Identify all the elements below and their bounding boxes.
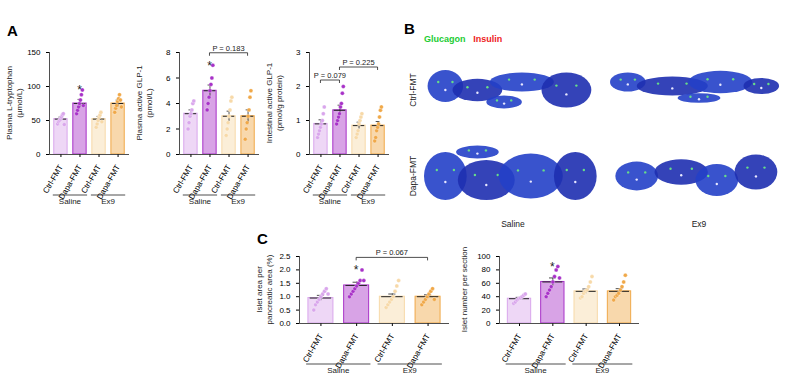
svg-text:Saline: Saline <box>59 197 82 206</box>
html-text:B: B <box>404 20 415 37</box>
svg-text:1.5: 1.5 <box>279 279 291 288</box>
svg-text:Dapa-FMT: Dapa-FMT <box>355 163 382 201</box>
svg-text:P = 0.079: P = 0.079 <box>314 71 346 80</box>
svg-text:50: 50 <box>32 116 41 125</box>
svg-text:8: 8 <box>166 48 171 57</box>
svg-text:Dapa-FMT: Dapa-FMT <box>317 163 344 201</box>
svg-text:Ex9: Ex9 <box>692 219 707 229</box>
svg-text:Ctrl-FMT: Ctrl-FMT <box>500 332 524 364</box>
svg-text:0: 0 <box>166 150 171 159</box>
svg-text:Dapa-FMT: Dapa-FMT <box>405 332 432 370</box>
svg-text:Dapa-FMT: Dapa-FMT <box>225 163 252 201</box>
svg-text:Ctrl-FMT: Ctrl-FMT <box>408 73 418 107</box>
svg-text:150: 150 <box>27 48 41 57</box>
svg-text:Islet number per section: Islet number per section <box>460 247 469 332</box>
svg-text:6: 6 <box>166 74 171 83</box>
svg-text:Islet area perpancreatic area: Islet area perpancreatic area (%) <box>255 254 274 324</box>
svg-text:2: 2 <box>166 125 171 134</box>
svg-text:Saline: Saline <box>327 366 350 375</box>
svg-text:Ctrl-FMT: Ctrl-FMT <box>301 332 325 364</box>
svg-text:Plasma active GLP-1(pmol/L): Plasma active GLP-1(pmol/L) <box>135 65 154 141</box>
svg-text:Dapa-FMT: Dapa-FMT <box>57 163 84 201</box>
svg-text:Ctrl-FMT: Ctrl-FMT <box>41 163 65 196</box>
svg-text:Ctrl-FMT: Ctrl-FMT <box>79 163 103 196</box>
svg-text:1: 1 <box>296 116 301 125</box>
svg-text:Saline: Saline <box>501 219 525 229</box>
svg-text:Dapa-FMT: Dapa-FMT <box>333 332 361 370</box>
svg-text:2: 2 <box>296 82 301 91</box>
svg-text:0.0: 0.0 <box>279 319 291 328</box>
svg-text:1.0: 1.0 <box>279 292 291 301</box>
svg-text:Ex9: Ex9 <box>231 197 245 206</box>
svg-text:P = 0.183: P = 0.183 <box>212 44 244 53</box>
svg-text:Dapa-FMT: Dapa-FMT <box>596 332 624 370</box>
svg-text:2.5: 2.5 <box>279 252 291 261</box>
svg-text:Ex9: Ex9 <box>361 197 375 206</box>
svg-text:Saline: Saline <box>189 197 212 206</box>
svg-text:Ctrl-FMT: Ctrl-FMT <box>339 163 363 196</box>
svg-text:Dapa-FMT: Dapa-FMT <box>529 332 557 370</box>
svg-text:P = 0.225: P = 0.225 <box>342 58 374 67</box>
svg-text:Ctrl-FMT: Ctrl-FMT <box>373 332 397 364</box>
svg-text:100: 100 <box>27 82 41 91</box>
svg-text:Dapa-FMT: Dapa-FMT <box>95 163 122 201</box>
svg-text:0.5: 0.5 <box>279 306 291 315</box>
svg-text:Saline: Saline <box>319 197 342 206</box>
svg-text:2.0: 2.0 <box>279 265 291 274</box>
svg-text:Ctrl-FMT: Ctrl-FMT <box>171 163 195 196</box>
svg-text:Ex9: Ex9 <box>595 366 609 375</box>
svg-text:0: 0 <box>36 150 41 159</box>
svg-text:20: 20 <box>482 306 491 315</box>
svg-text:0: 0 <box>296 150 301 159</box>
svg-text:Ex9: Ex9 <box>101 197 115 206</box>
svg-text:Dapa-FMT: Dapa-FMT <box>408 156 418 197</box>
svg-text:*: * <box>550 260 555 274</box>
html-text:C: C <box>257 230 268 247</box>
svg-text:Ctrl-FMT: Ctrl-FMT <box>567 332 591 364</box>
svg-text:Insulin: Insulin <box>473 34 502 44</box>
svg-text:100: 100 <box>477 252 491 261</box>
svg-text:3: 3 <box>296 48 301 57</box>
svg-text:P = 0.067: P = 0.067 <box>376 248 408 257</box>
svg-text:0: 0 <box>486 319 491 328</box>
svg-text:40: 40 <box>482 292 491 301</box>
svg-text:Dapa-FMT: Dapa-FMT <box>187 163 214 201</box>
svg-text:Plasma L-tryptophan(μmol/L): Plasma L-tryptophan(μmol/L) <box>5 66 24 140</box>
svg-text:*: * <box>207 59 212 73</box>
svg-text:80: 80 <box>482 265 491 274</box>
svg-text:Saline: Saline <box>525 366 548 375</box>
svg-text:Intestinal active GLP-1(pmol/g: Intestinal active GLP-1(pmol/g protein) <box>265 62 284 143</box>
svg-text:Ctrl-FMT: Ctrl-FMT <box>301 163 325 196</box>
svg-text:60: 60 <box>482 279 491 288</box>
svg-text:*: * <box>77 83 82 97</box>
html-text:A: A <box>7 22 18 39</box>
svg-text:*: * <box>354 263 359 277</box>
svg-text:4: 4 <box>166 99 171 108</box>
svg-text:Ex9: Ex9 <box>403 366 417 375</box>
svg-text:Ctrl-FMT: Ctrl-FMT <box>209 163 233 196</box>
svg-text:Glucagon: Glucagon <box>424 34 466 44</box>
